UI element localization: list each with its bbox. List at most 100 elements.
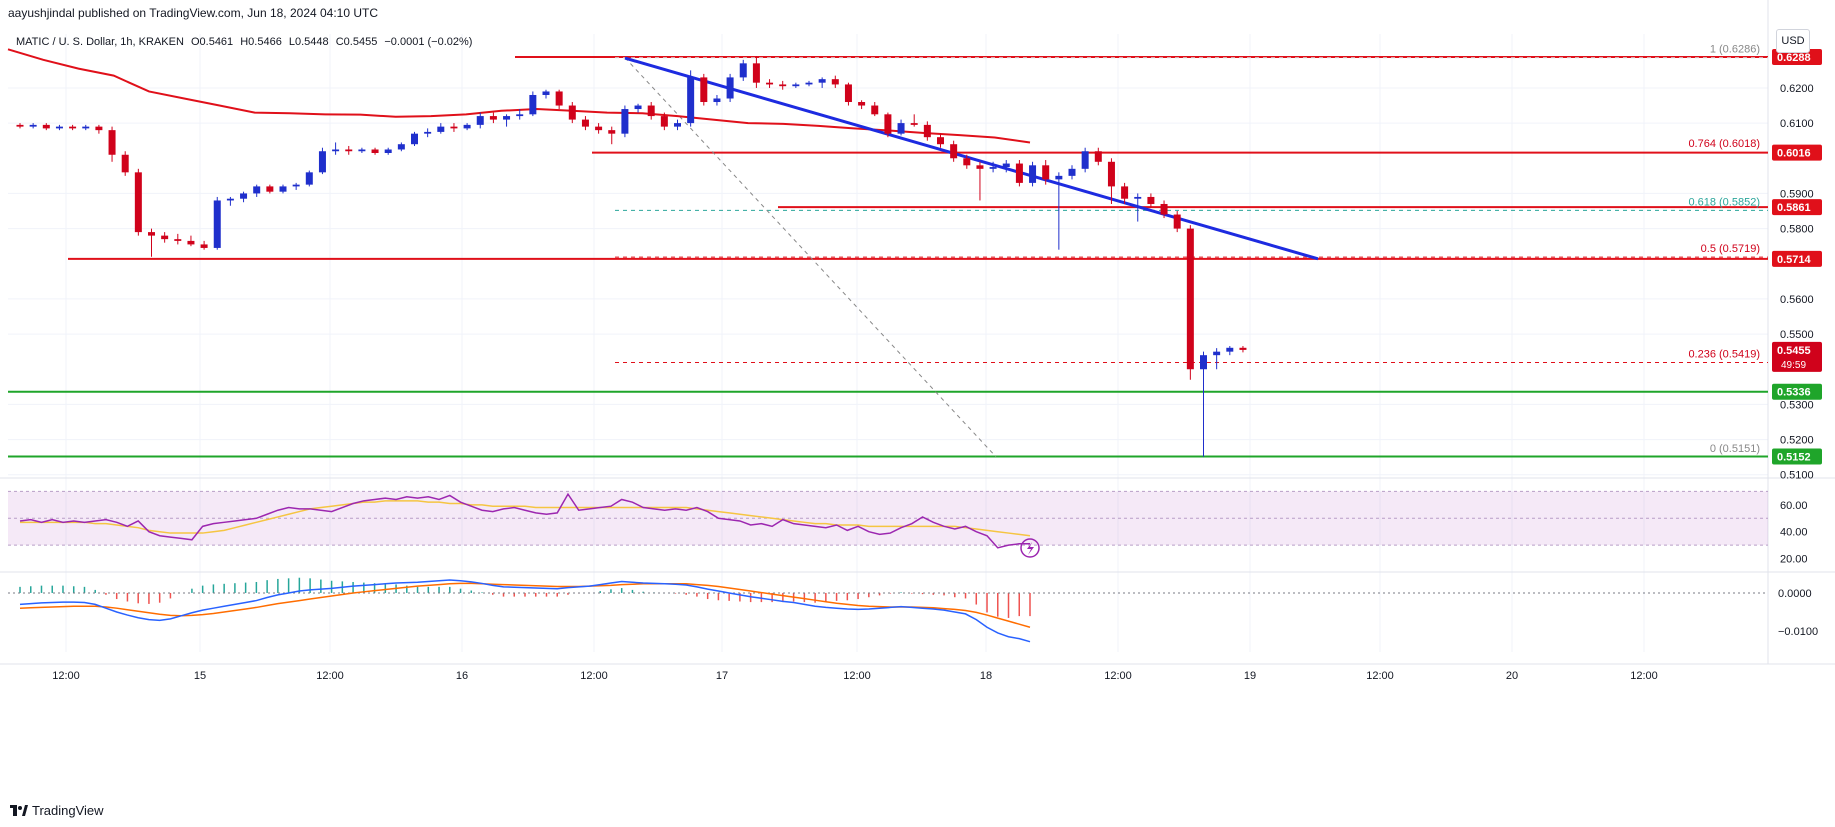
candle (1055, 175, 1063, 180)
candle (1015, 163, 1023, 183)
fib-label: 0.618 (0.5852) (1688, 196, 1760, 208)
candle (1002, 163, 1010, 168)
candle (1029, 165, 1037, 183)
price-tick-label: 0.5900 (1780, 188, 1814, 200)
candle (397, 144, 405, 150)
candle (726, 77, 734, 99)
time-tick-label: 12:00 (843, 670, 871, 682)
chart-lines (7, 48, 1768, 558)
macd-histogram (19, 577, 1031, 618)
price-tick-label: 0.5300 (1780, 399, 1814, 411)
fib-label: 0.764 (0.6018) (1688, 138, 1760, 150)
candle (318, 151, 326, 173)
candle (148, 232, 155, 236)
support-label: 0.5152 (1777, 451, 1811, 463)
candle (1068, 168, 1076, 176)
watermark-text: TradingView (32, 803, 104, 818)
moving-average-line (7, 48, 1031, 144)
candle (174, 239, 182, 241)
candle (555, 91, 563, 106)
rsi-tick-label: 60.00 (1780, 500, 1808, 512)
candle (542, 91, 550, 95)
level-labels: 1 (0.6286) 0.764 (0.6018) 0.618 (0.5852) 0.… (1688, 44, 1760, 455)
candle (621, 109, 629, 134)
candle (200, 244, 208, 248)
grid (0, 0, 1835, 665)
candle (371, 149, 379, 153)
change-value: −0.0001 (−0.02%) (384, 36, 473, 48)
candle (424, 131, 432, 134)
support-badge (1772, 448, 1822, 465)
candle (897, 123, 905, 134)
time-tick-label: 12:00 (52, 670, 80, 682)
candle (292, 184, 300, 187)
candle (108, 130, 116, 155)
time-tick-label: 19 (1244, 670, 1256, 682)
candle (1173, 214, 1181, 229)
candle (568, 105, 576, 120)
price-tick-label: 0.6100 (1780, 118, 1814, 130)
publisher-line: aayushjindal published on TradingView.co… (8, 6, 379, 20)
candle (779, 84, 787, 87)
candle (516, 114, 524, 117)
candle (1107, 161, 1115, 187)
candle (963, 158, 971, 166)
current-price-label: 0.5455 (1777, 345, 1811, 357)
candle (1200, 355, 1207, 370)
candle (766, 82, 774, 85)
candle (700, 77, 708, 103)
candle (16, 124, 24, 127)
candle (1121, 186, 1129, 199)
candle (503, 116, 511, 120)
candle (923, 124, 931, 138)
candle (818, 79, 826, 83)
indicators (8, 490, 1768, 643)
candle (608, 130, 616, 134)
candle (910, 123, 918, 125)
price-tick-label: 0.5600 (1780, 294, 1814, 306)
candle (437, 126, 445, 132)
candle (226, 198, 234, 201)
candle (1094, 151, 1102, 162)
candle (279, 186, 287, 192)
resistance-badge (1772, 250, 1822, 267)
tradingview-logo: TradingView (10, 803, 104, 818)
candle (161, 235, 169, 240)
candle (121, 154, 129, 173)
candle (384, 149, 392, 153)
support-label: 0.5336 (1777, 387, 1811, 399)
candle (345, 149, 353, 152)
lightning-icon-bolt (1027, 542, 1034, 555)
price-tick-label: 0.5200 (1780, 435, 1814, 447)
close-value: C0.5455 (335, 36, 378, 48)
candle (29, 124, 37, 127)
candle (463, 124, 471, 129)
price-axis: 0.6200 0.6100 0.5900 0.5800 0.5600 0.5500 0.53… (1772, 49, 1822, 638)
tradingview-logo-icon (10, 804, 28, 816)
candle (240, 193, 248, 199)
candle (739, 63, 747, 78)
candle (844, 84, 852, 103)
price-tick-label: 0.6200 (1780, 83, 1814, 95)
resistance-label: 0.5861 (1777, 202, 1811, 214)
candle (937, 137, 944, 145)
candle (82, 126, 90, 129)
open-value: O0.5461 (190, 36, 234, 48)
candle (358, 149, 366, 152)
rsi-ma-line (20, 500, 1031, 537)
resistance-badge (1772, 144, 1822, 161)
macd-tick-label: −0.0100 (1778, 626, 1818, 638)
candle (411, 133, 418, 145)
current-price-timer: 49:59 (1781, 360, 1806, 371)
rsi-tick-label: 20.00 (1780, 554, 1808, 566)
candle (55, 126, 63, 129)
time-tick-label: 12:00 (1366, 670, 1394, 682)
macd-line (19, 579, 1031, 643)
support-badge (1772, 383, 1822, 400)
candle (1226, 347, 1234, 352)
fib-label: 0.236 (0.5419) (1688, 349, 1760, 361)
candle (581, 119, 589, 127)
candle (529, 94, 537, 115)
currency-button[interactable]: USD (1776, 29, 1810, 53)
